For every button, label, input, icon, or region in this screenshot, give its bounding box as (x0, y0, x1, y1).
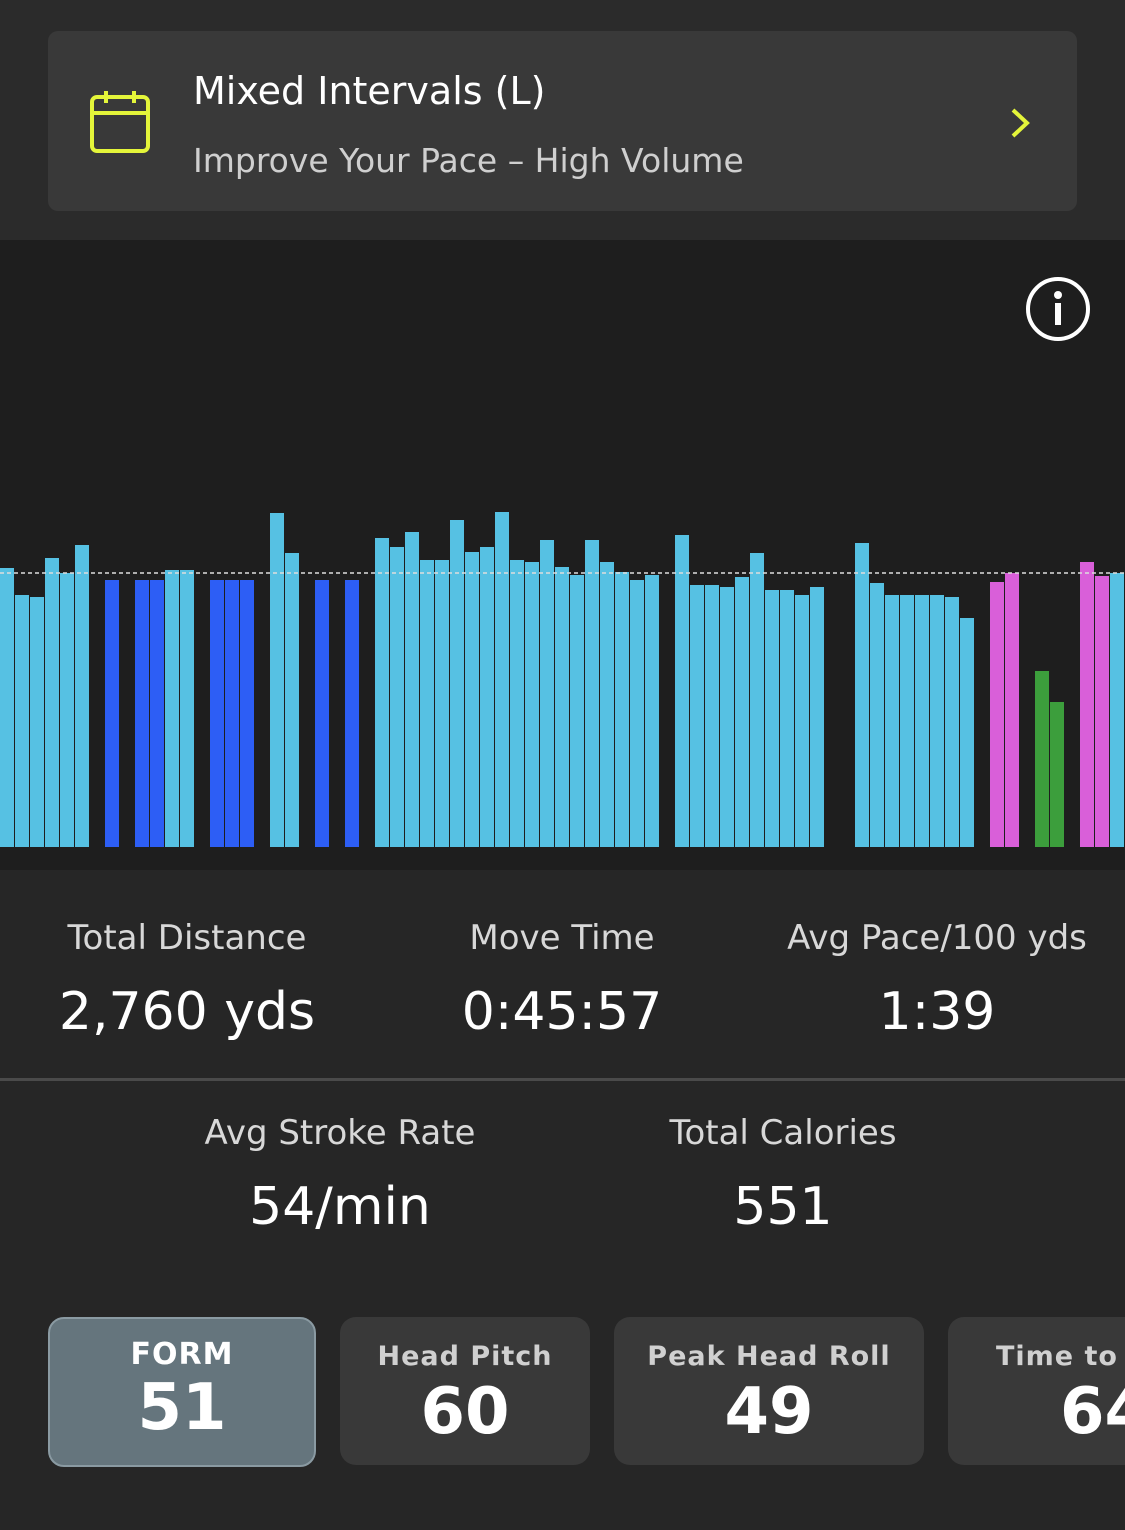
bar (315, 580, 329, 847)
metric-tile[interactable]: Time to N 64 (948, 1317, 1125, 1465)
bar (1080, 562, 1094, 847)
bar (15, 595, 29, 847)
bar (990, 582, 1004, 847)
metric-tile[interactable]: FORM 51 (48, 1317, 316, 1467)
bar (1110, 573, 1124, 847)
metric-label: Time to N (996, 1341, 1125, 1372)
bar (540, 540, 554, 847)
bar (765, 590, 779, 847)
metric-value: 49 (724, 1375, 814, 1449)
bar (780, 590, 794, 847)
stat-label: Avg Stroke Rate (204, 1113, 476, 1153)
bar (795, 595, 809, 847)
info-icon[interactable] (1026, 277, 1090, 341)
bar (210, 580, 224, 847)
bar (960, 618, 974, 847)
metric-label: Head Pitch (377, 1341, 553, 1372)
bar (690, 585, 704, 847)
chart (0, 240, 1125, 870)
bar (930, 595, 944, 847)
bar (810, 587, 824, 847)
bar (105, 580, 119, 847)
metric-value: 51 (137, 1371, 227, 1445)
stat-value: 54/min (249, 1177, 431, 1237)
metric-value: 60 (420, 1375, 510, 1449)
bar (555, 567, 569, 847)
bar (510, 560, 524, 847)
bar (735, 577, 749, 847)
calendar-icon (90, 91, 150, 153)
workout-title: Mixed Intervals (L) (193, 69, 546, 113)
stat-label: Avg Pace/100 yds (787, 918, 1087, 958)
metric-label: FORM (130, 1337, 234, 1372)
metric-label: Peak Head Roll (647, 1341, 891, 1372)
workout-subtitle: Improve Your Pace – High Volume (193, 141, 744, 180)
bar (630, 580, 644, 847)
stat-value: 1:39 (878, 982, 996, 1042)
bar (870, 583, 884, 847)
bar (570, 575, 584, 847)
workout-card[interactable]: Mixed Intervals (L) Improve Your Pace – … (48, 31, 1077, 211)
bar (600, 562, 614, 847)
stat-label: Total Calories (669, 1113, 897, 1153)
metric-tile[interactable]: Peak Head Roll 49 (614, 1317, 924, 1465)
bar (420, 560, 434, 847)
stat-value: 0:45:57 (461, 982, 663, 1042)
bar (150, 580, 164, 847)
metric-tile[interactable]: Head Pitch 60 (340, 1317, 590, 1465)
bar (1005, 573, 1019, 847)
bar (900, 595, 914, 847)
bar (885, 595, 899, 847)
bar (450, 520, 464, 847)
metric-value: 64 (1060, 1375, 1125, 1449)
bar (945, 597, 959, 847)
bar (585, 540, 599, 847)
bar (135, 580, 149, 847)
divider (0, 1078, 1125, 1081)
chevron (1011, 108, 1030, 138)
stat-value: 551 (733, 1177, 833, 1237)
bar (855, 543, 869, 847)
bar (165, 570, 179, 847)
bar (60, 573, 74, 847)
bar (480, 547, 494, 847)
bar (225, 580, 239, 847)
stat-label: Total Distance (67, 918, 307, 958)
bar (405, 532, 419, 847)
bar (615, 572, 629, 847)
bar (0, 568, 14, 847)
bar (270, 513, 284, 847)
bar (1035, 671, 1049, 847)
bar (30, 597, 44, 847)
bar (75, 545, 89, 847)
bar (390, 547, 404, 847)
bar (675, 535, 689, 847)
bar (375, 538, 389, 847)
stat-value: 2,760 yds (58, 982, 316, 1042)
bar (705, 585, 719, 847)
bar (915, 595, 929, 847)
bar (240, 580, 254, 847)
stat-label: Move Time (469, 918, 655, 958)
bar (345, 580, 359, 847)
bar (465, 552, 479, 847)
bar (645, 575, 659, 847)
bar (720, 587, 734, 847)
bar (525, 562, 539, 847)
bar (1095, 576, 1109, 847)
bar (285, 553, 299, 847)
bar (435, 560, 449, 847)
bar (750, 553, 764, 847)
bar (45, 558, 59, 847)
bar (180, 570, 194, 847)
bar (1050, 702, 1064, 847)
bar (495, 512, 509, 847)
